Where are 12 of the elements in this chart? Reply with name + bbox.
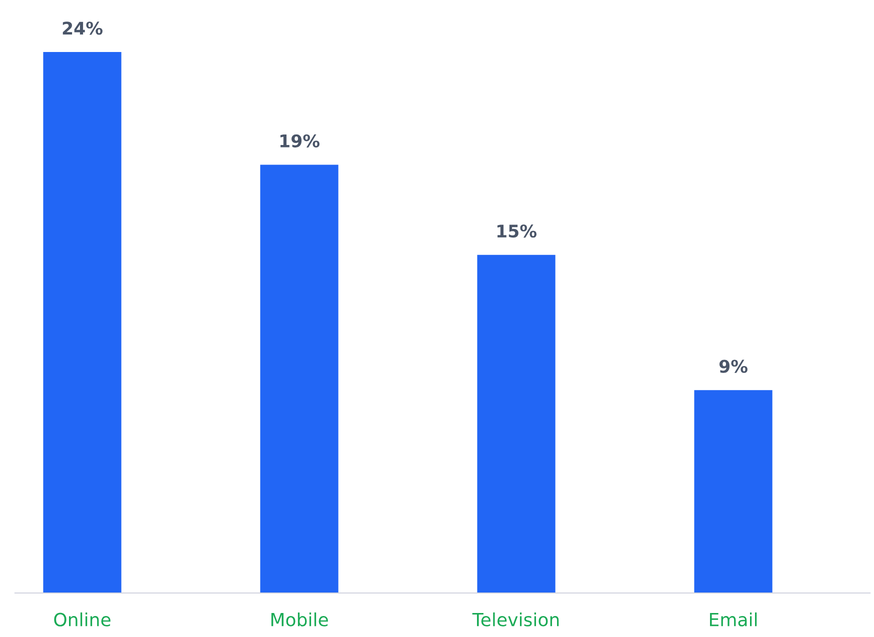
x-tick-label: Online <box>54 612 110 626</box>
data-label: 9% <box>719 360 748 373</box>
x-tick-label: Mobile <box>271 612 328 626</box>
data-label: 15% <box>497 224 537 238</box>
x-tick-label: Email <box>710 612 757 626</box>
data-label: 24% <box>62 22 102 35</box>
bar <box>694 390 772 593</box>
bar <box>43 52 122 593</box>
bar <box>477 254 556 593</box>
bar <box>260 164 338 593</box>
x-tick-label: Television <box>472 612 559 626</box>
data-label: 19% <box>280 134 320 148</box>
